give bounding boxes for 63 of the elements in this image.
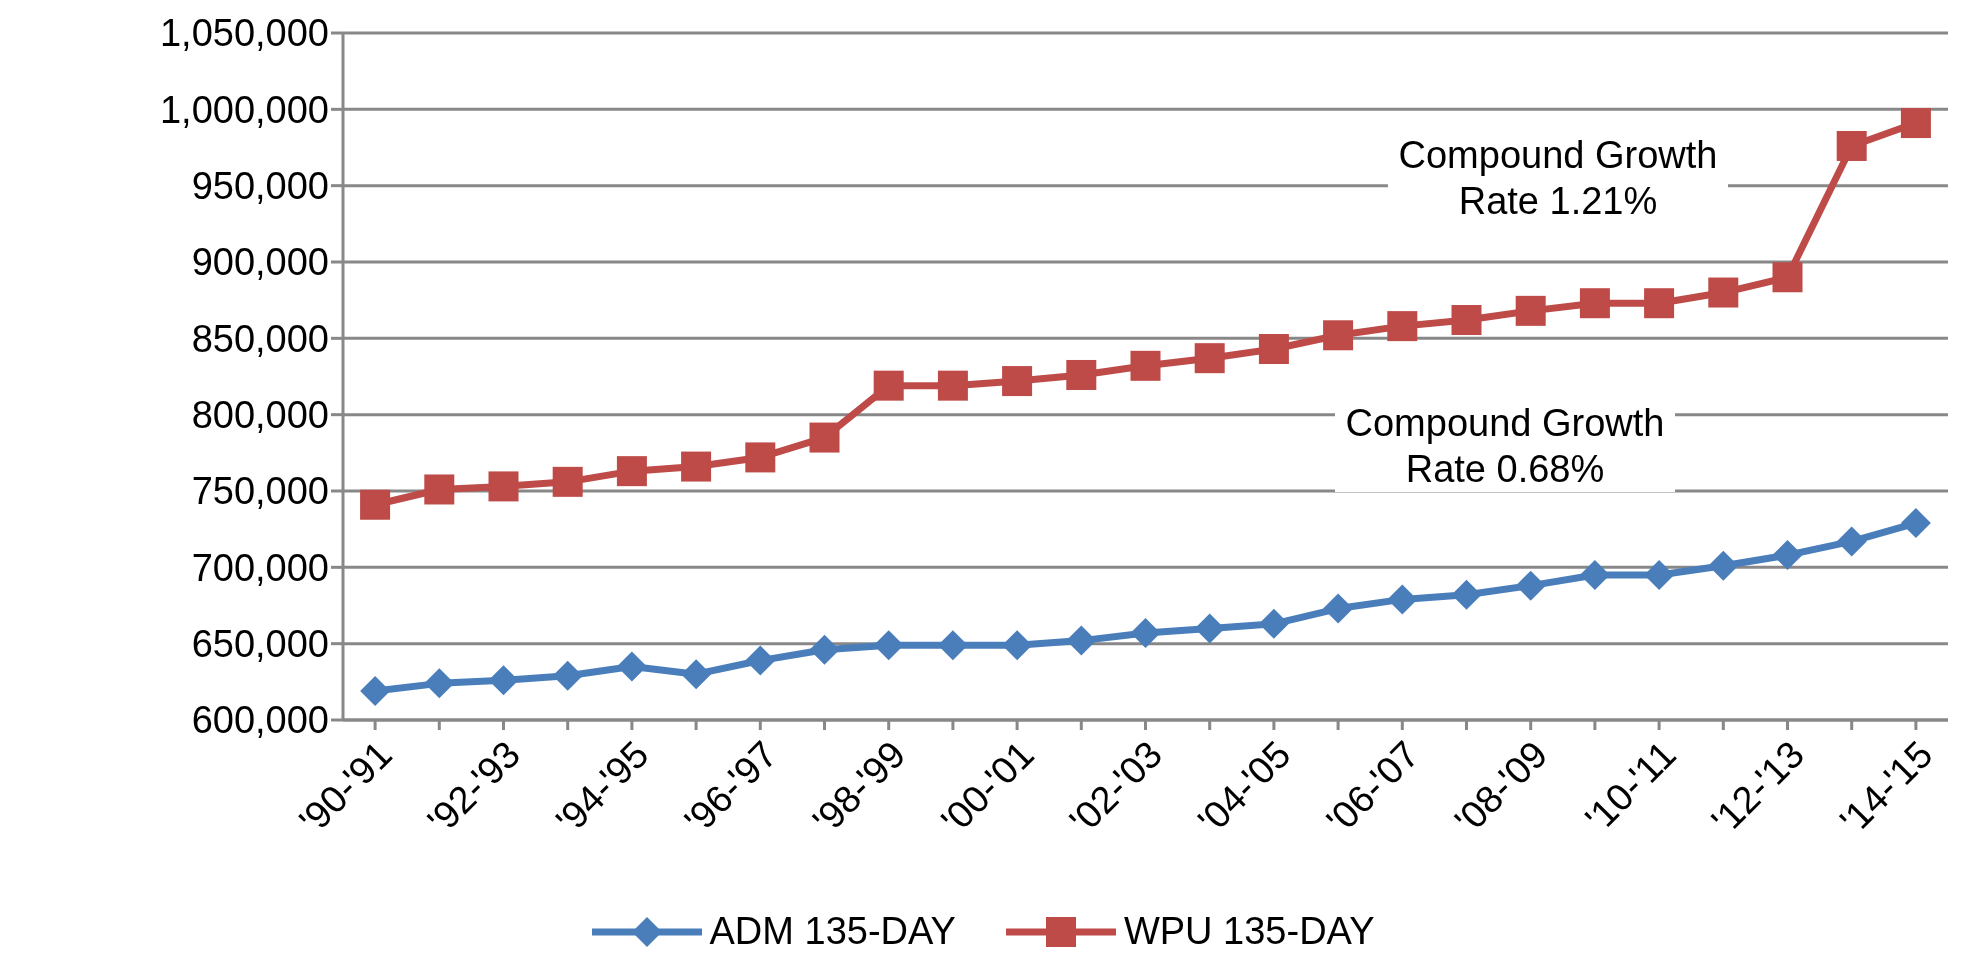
- point: [1515, 295, 1546, 326]
- point: [1772, 540, 1803, 571]
- point: [1772, 262, 1803, 293]
- point: [809, 422, 840, 453]
- y-tick-label: 650,000: [191, 623, 329, 666]
- point: [552, 466, 583, 497]
- point: [1130, 617, 1161, 648]
- y-tick-label: 950,000: [191, 165, 329, 208]
- point: [552, 660, 583, 691]
- point: [360, 675, 391, 706]
- y-tick-label: 1,050,000: [159, 12, 329, 55]
- point: [1708, 550, 1739, 581]
- point: [488, 665, 519, 696]
- point: [1002, 366, 1033, 397]
- point: [1130, 350, 1161, 381]
- point: [681, 451, 712, 482]
- point: [1579, 288, 1610, 319]
- point: [1258, 608, 1289, 639]
- point: [1066, 625, 1097, 656]
- point: [1515, 570, 1546, 601]
- point: [1258, 334, 1289, 365]
- point: [1323, 593, 1354, 624]
- y-tick-label: 850,000: [191, 317, 329, 360]
- legend-label: ADM 135-DAY: [709, 910, 956, 953]
- point: [1066, 359, 1097, 390]
- point: [1451, 305, 1482, 336]
- legend-label: WPU 135-DAY: [1123, 910, 1375, 953]
- y-tick-label: 700,000: [191, 546, 329, 589]
- point: [1708, 277, 1739, 308]
- point: [745, 442, 776, 473]
- point: [1836, 526, 1867, 557]
- y-tick-label: 1,000,000: [159, 88, 329, 131]
- annotation: Compound Growth Rate 0.68%: [1335, 400, 1675, 492]
- point: [488, 471, 519, 502]
- point: [873, 630, 904, 661]
- point: [1836, 130, 1867, 161]
- point: [1644, 288, 1675, 319]
- point: [1579, 559, 1610, 590]
- y-tick-label: 800,000: [191, 394, 329, 437]
- point: [745, 645, 776, 676]
- point: [681, 659, 712, 690]
- point: [1002, 630, 1033, 661]
- y-tick-label: 750,000: [191, 470, 329, 513]
- point: [1387, 311, 1418, 342]
- y-tick-label: 600,000: [191, 699, 329, 742]
- point: [1900, 108, 1931, 139]
- point: [616, 651, 647, 682]
- point: [1451, 579, 1482, 610]
- point: [873, 370, 904, 401]
- point: [360, 489, 391, 520]
- annotation: Compound Growth Rate 1.21%: [1388, 132, 1728, 224]
- point: [1323, 320, 1354, 351]
- point: [809, 634, 840, 665]
- point: [1644, 559, 1675, 590]
- point: [1900, 508, 1931, 539]
- point: [1194, 343, 1225, 374]
- y-tick-label: 900,000: [191, 241, 329, 284]
- point: [616, 456, 647, 487]
- point: [937, 370, 968, 401]
- point: [424, 668, 455, 699]
- point: [1194, 613, 1225, 644]
- point: [1387, 584, 1418, 615]
- point: [424, 474, 455, 505]
